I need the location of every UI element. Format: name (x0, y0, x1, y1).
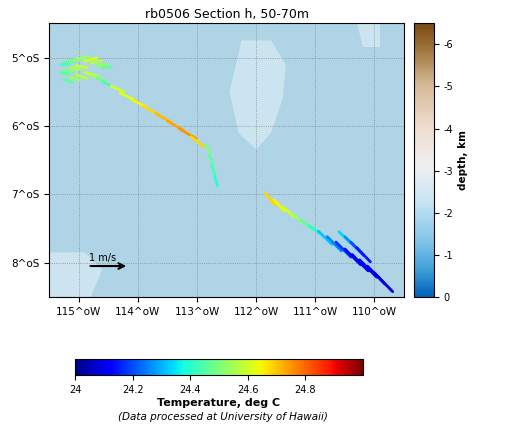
Polygon shape (49, 252, 103, 297)
Title: rb0506 Section h, 50-70m: rb0506 Section h, 50-70m (145, 8, 309, 21)
Polygon shape (229, 40, 286, 150)
X-axis label: Temperature, deg C: Temperature, deg C (157, 398, 280, 408)
Polygon shape (357, 23, 380, 47)
Text: (Data processed at University of Hawaii): (Data processed at University of Hawaii) (118, 412, 328, 422)
Text: 1 m/s: 1 m/s (90, 253, 117, 263)
Y-axis label: depth, km: depth, km (458, 130, 468, 190)
